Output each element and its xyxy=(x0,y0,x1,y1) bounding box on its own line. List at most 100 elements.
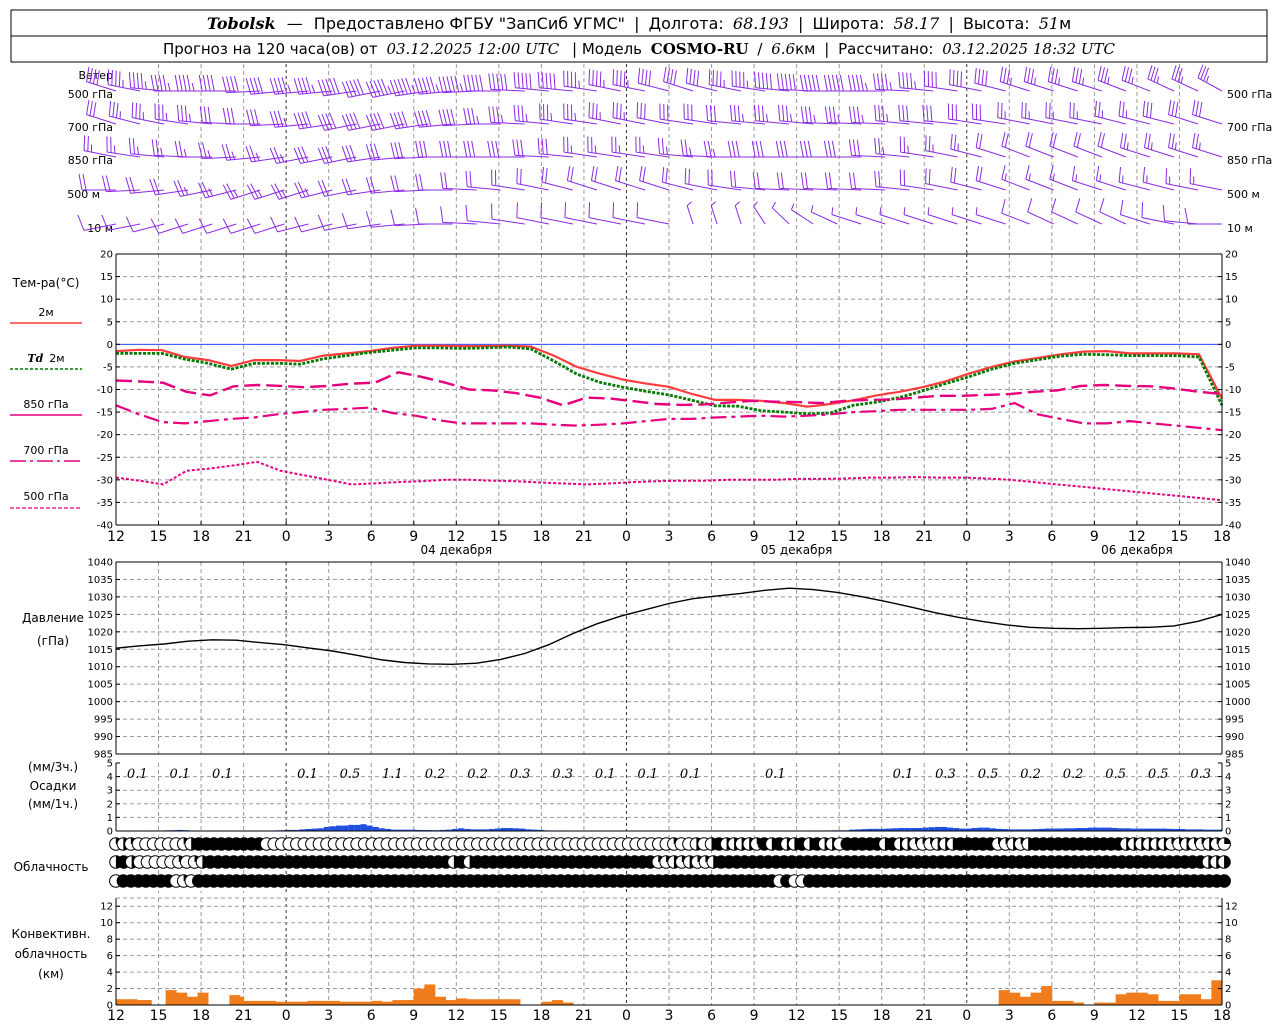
conv-bar xyxy=(264,1000,269,1005)
barb-feather xyxy=(283,118,288,127)
barb-feather xyxy=(636,202,639,218)
barb-feather xyxy=(173,180,181,197)
barb-staff xyxy=(395,123,429,130)
conv-bar xyxy=(1069,1000,1074,1005)
barb-feather xyxy=(233,189,239,198)
barb-staff xyxy=(130,189,165,194)
conv-bar xyxy=(1101,1002,1106,1005)
barb-feather xyxy=(811,74,816,92)
barb-feather xyxy=(467,107,472,125)
barb-staff xyxy=(324,223,357,231)
conv-bar xyxy=(1037,992,1042,1005)
ytick-label: 0 xyxy=(1225,1001,1231,1012)
xtick-label: 0 xyxy=(962,1008,971,1024)
wind-barb xyxy=(176,104,213,125)
barb-feather xyxy=(1104,68,1109,83)
barb-feather xyxy=(365,211,372,228)
barb-feather xyxy=(86,99,90,115)
barb-feather xyxy=(1027,68,1031,83)
barb-staff xyxy=(1171,78,1199,92)
barb-feather xyxy=(644,103,646,120)
barb-feather xyxy=(823,140,828,158)
series-line xyxy=(115,460,1223,502)
barb-staff xyxy=(491,184,525,191)
precip-bar xyxy=(384,828,391,831)
barb-staff xyxy=(1118,181,1150,191)
barb-feather xyxy=(446,76,452,93)
barb-feather xyxy=(293,147,301,164)
barb-feather xyxy=(1156,76,1160,84)
barb-feather xyxy=(1171,134,1175,149)
barb-feather xyxy=(979,134,983,149)
conv-bar xyxy=(1119,994,1124,1005)
xtick-label: 15 xyxy=(830,1008,848,1024)
barb-feather xyxy=(476,115,480,125)
barb-feather xyxy=(469,171,472,188)
panel-labels: Ветер 500 гПа 700 гПа 850 гПа 500 м 10 м… xyxy=(10,69,1272,981)
barb-feather xyxy=(1174,102,1179,117)
ytick-label: 1030 xyxy=(88,592,113,603)
ytick-label: 1020 xyxy=(1225,627,1250,638)
conv-bar xyxy=(410,1000,415,1005)
barb-staff xyxy=(158,223,189,234)
precip-bar xyxy=(995,828,1003,831)
ytick-label: -5 xyxy=(103,362,113,373)
wind-barb xyxy=(705,104,742,125)
precip-bar xyxy=(348,824,355,831)
barb-feather xyxy=(136,72,139,89)
conv-bar xyxy=(346,1001,351,1005)
longitude-value: 68.193 xyxy=(733,14,789,33)
precip-bar xyxy=(403,829,410,831)
wind-level-label: 700 гПа xyxy=(68,121,113,134)
wind-barb xyxy=(1021,102,1054,125)
barb-feather xyxy=(1001,131,1006,147)
conv-bar xyxy=(307,1000,312,1005)
barb-feather xyxy=(226,183,235,199)
barb-feather xyxy=(878,105,881,122)
conv-bar xyxy=(427,984,432,1005)
barb-feather xyxy=(1076,133,1081,148)
barb-feather xyxy=(513,71,516,88)
ytick-label: 0 xyxy=(107,340,113,351)
wind-barb xyxy=(729,104,766,125)
barb-staff xyxy=(951,214,982,225)
precip-bar xyxy=(910,828,917,831)
ytick-label: 1035 xyxy=(88,575,113,586)
barb-staff xyxy=(779,187,814,191)
barb-staff xyxy=(202,156,237,160)
barb-feather xyxy=(783,140,788,158)
wind-barb xyxy=(487,140,525,158)
barb-staff xyxy=(540,217,573,225)
barb-feather xyxy=(87,135,89,152)
barb-feather xyxy=(443,140,448,158)
barb-staff xyxy=(86,81,117,92)
conv-bar xyxy=(303,1001,308,1005)
barb-feather xyxy=(731,140,736,158)
wind-level-label: 500 м xyxy=(67,188,100,201)
barb-feather xyxy=(365,81,374,98)
conv-bar xyxy=(1027,996,1031,1005)
barb-feather xyxy=(1150,66,1156,81)
barb-staff xyxy=(950,181,982,191)
precip-bar xyxy=(1032,829,1039,831)
wind-barb xyxy=(365,112,405,131)
precip-bar xyxy=(1087,827,1094,831)
barb-feather xyxy=(952,69,955,86)
ytick-label: 15 xyxy=(100,272,113,283)
barb-feather xyxy=(872,73,877,90)
wind-level-label: 850 гПа xyxy=(68,154,113,167)
barb-feather xyxy=(317,147,325,164)
wind-barb xyxy=(1119,199,1151,225)
barb-staff xyxy=(1097,145,1127,158)
barb-feather xyxy=(712,148,716,158)
barb-feather xyxy=(997,102,999,118)
wind-barb xyxy=(799,140,838,158)
barb-feather xyxy=(761,72,765,89)
barb-feather xyxy=(454,75,460,92)
wind-barb xyxy=(564,202,597,225)
wind-barb xyxy=(588,202,622,225)
wind-barb xyxy=(1141,202,1175,225)
wind-barb xyxy=(898,71,934,92)
barb-feather xyxy=(269,78,276,95)
barb-feather xyxy=(588,102,591,118)
